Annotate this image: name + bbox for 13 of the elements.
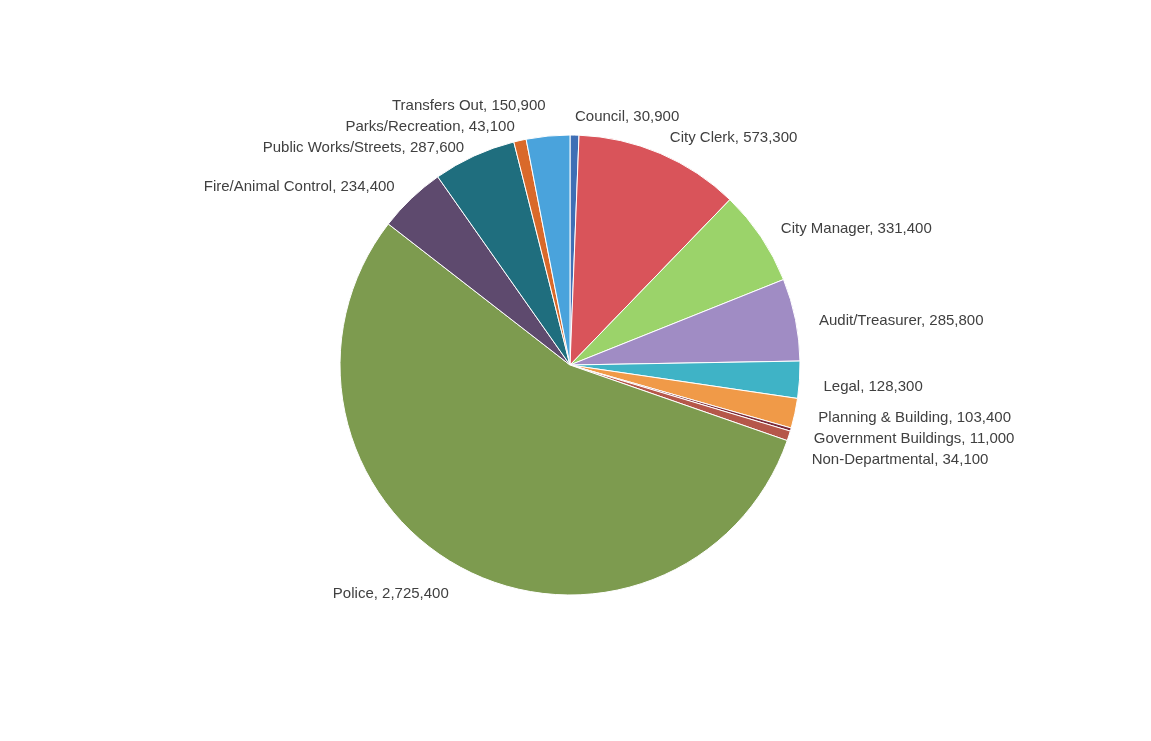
slice-label: Audit/Treasurer, 285,800	[818, 310, 984, 328]
slice-label: Fire/Animal Control, 234,400	[203, 177, 395, 195]
slice-label: Government Buildings, 11,000	[813, 428, 1015, 446]
slice-label: Parks/Recreation, 43,100	[345, 117, 515, 135]
slice-label: Transfers Out, 150,900	[391, 96, 546, 114]
slice-label: Council, 30,900	[574, 106, 680, 124]
slice-label: Public Works/Streets, 287,600	[262, 138, 465, 156]
slice-label: Non-Departmental, 34,100	[811, 449, 989, 467]
slice-label: City Manager, 331,400	[780, 219, 932, 237]
slice-label: Planning & Building, 103,400	[818, 407, 1011, 425]
slice-label: City Clerk, 573,300	[669, 127, 798, 145]
slice-label: Legal, 128,300	[823, 377, 923, 395]
slice-label: Police, 2,725,400	[332, 584, 449, 602]
